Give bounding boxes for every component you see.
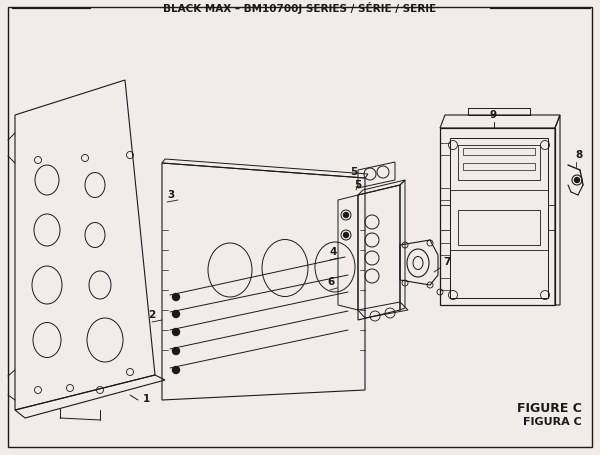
- Text: 3: 3: [167, 190, 174, 200]
- Circle shape: [173, 293, 179, 300]
- Text: 9: 9: [490, 110, 497, 120]
- Bar: [440, 143, 450, 155]
- Text: 7: 7: [443, 257, 451, 267]
- Circle shape: [575, 177, 580, 182]
- Text: BLACK MAX – BM10700J SERIES / SÉRIE / SERIE: BLACK MAX – BM10700J SERIES / SÉRIE / SE…: [163, 2, 437, 14]
- Bar: [548, 205, 555, 230]
- Text: 1: 1: [143, 394, 150, 404]
- Text: 6: 6: [327, 277, 334, 287]
- Bar: [440, 188, 450, 200]
- Text: 5: 5: [354, 180, 361, 190]
- Circle shape: [173, 348, 179, 354]
- Bar: [458, 210, 540, 245]
- Bar: [440, 278, 450, 290]
- Circle shape: [343, 233, 349, 238]
- Text: 4: 4: [329, 247, 337, 257]
- Text: 8: 8: [575, 150, 582, 160]
- Bar: [440, 205, 450, 230]
- Circle shape: [173, 310, 179, 318]
- Bar: [463, 148, 535, 155]
- Text: FIGURE C: FIGURE C: [517, 401, 582, 415]
- Bar: [463, 163, 535, 170]
- Bar: [440, 243, 450, 255]
- Circle shape: [173, 366, 179, 374]
- Text: 5: 5: [350, 167, 357, 177]
- Text: FIGURA C: FIGURA C: [523, 417, 582, 427]
- Bar: [458, 145, 540, 180]
- Circle shape: [173, 329, 179, 335]
- Circle shape: [343, 212, 349, 217]
- Text: 2: 2: [148, 310, 155, 320]
